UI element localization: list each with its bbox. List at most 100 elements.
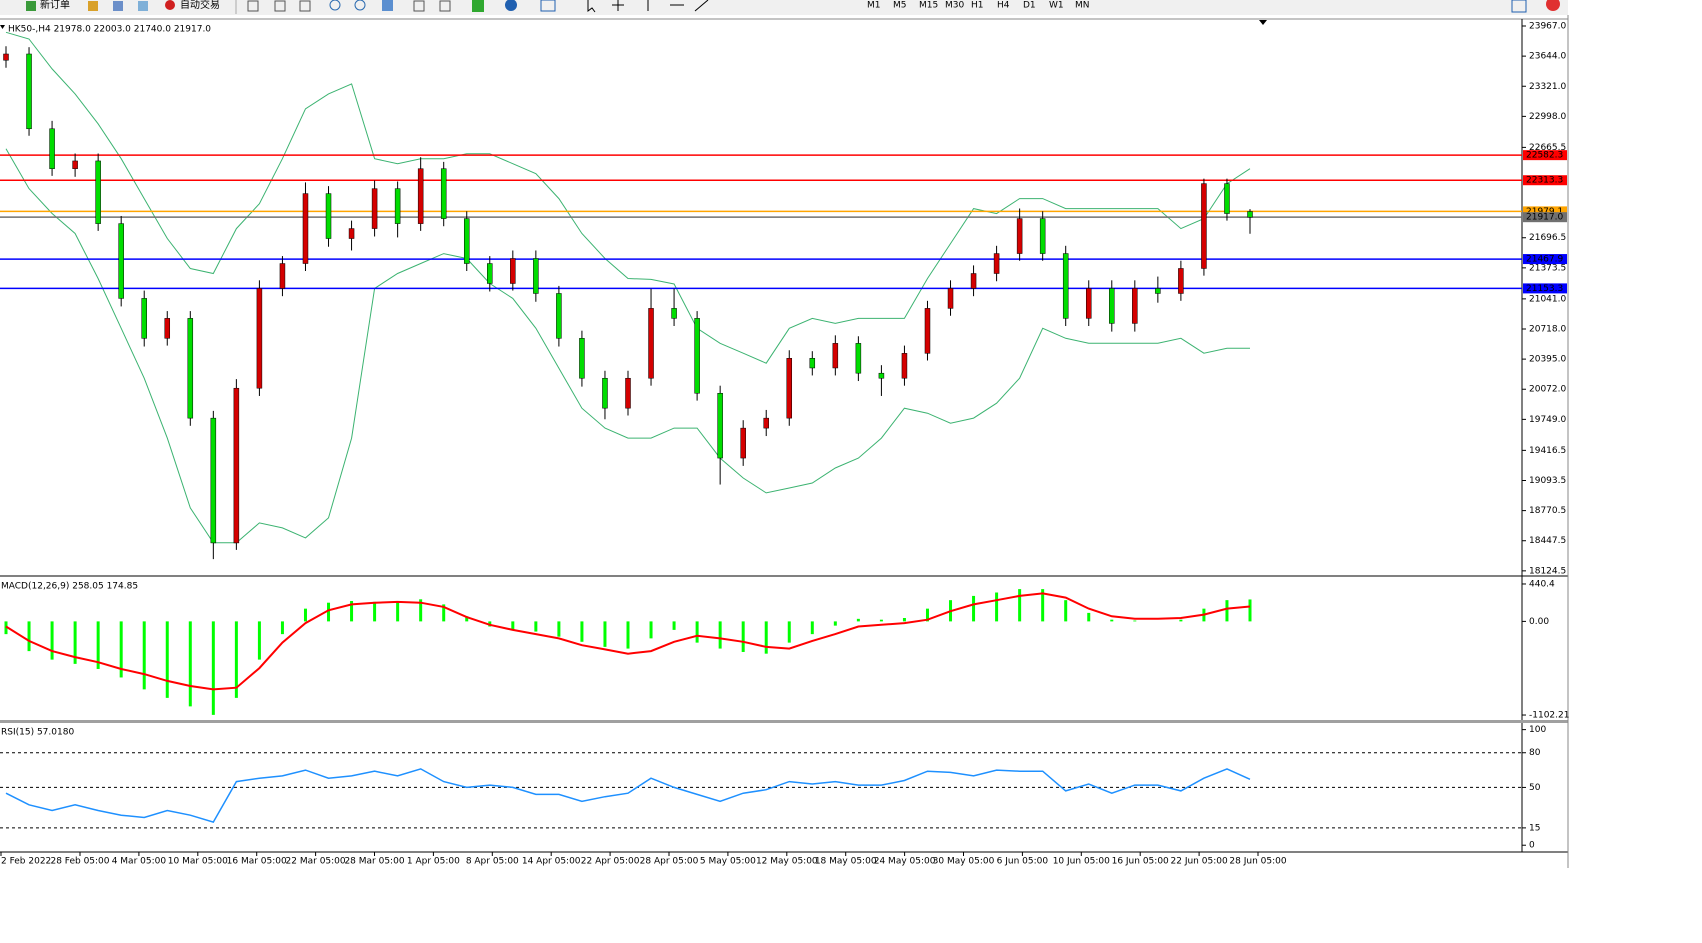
y-tick-label: 23967.0 xyxy=(1529,22,1566,32)
x-tick-label: 16 Mar 05:00 xyxy=(227,857,287,867)
level-label-bg xyxy=(1523,175,1567,186)
notification[interactable] xyxy=(1546,0,1560,11)
zoom-out[interactable] xyxy=(354,0,366,11)
candle-body xyxy=(49,128,55,169)
timeframe-button[interactable]: W1 xyxy=(1049,1,1064,11)
search[interactable] xyxy=(1511,0,1527,13)
candle-body xyxy=(3,53,9,61)
timeframe-button[interactable]: H1 xyxy=(971,1,984,11)
tool-icon[interactable] xyxy=(413,0,425,12)
y-tick-label: 20718.0 xyxy=(1529,324,1566,334)
y-tick-label: 23321.0 xyxy=(1529,82,1566,92)
x-tick-label: 18 May 05:00 xyxy=(815,857,877,867)
macd-signal-line xyxy=(5,592,1251,691)
y-tick-label: 440.4 xyxy=(1529,579,1555,589)
new-order-button[interactable]: 新订单 xyxy=(40,0,70,11)
y-tick-label: 80 xyxy=(1529,748,1541,758)
candle-body xyxy=(210,417,217,544)
candle-body xyxy=(1224,183,1230,214)
candle-body xyxy=(256,288,263,389)
level-label: 21979.1 xyxy=(1526,207,1563,217)
candle-body xyxy=(625,377,631,409)
periods[interactable] xyxy=(505,0,517,11)
templates[interactable] xyxy=(540,0,556,12)
crosshair-tool[interactable] xyxy=(612,0,624,11)
tool-icon[interactable] xyxy=(138,1,148,11)
bollinger-band xyxy=(5,31,1251,364)
tool-icon[interactable] xyxy=(247,0,259,12)
candle-body xyxy=(671,308,677,319)
x-tick-label: 14 Apr 05:00 xyxy=(522,857,581,867)
candle-body xyxy=(487,263,493,284)
level-label: 21153.3 xyxy=(1526,284,1563,294)
candle-body xyxy=(556,293,562,339)
candle-body xyxy=(510,258,516,284)
candle-body xyxy=(141,298,147,339)
y-tick-label: 22665.5 xyxy=(1529,143,1566,153)
timeframe-button[interactable]: M1 xyxy=(867,1,881,11)
y-tick-label: 18447.5 xyxy=(1529,536,1566,546)
candle-body xyxy=(463,218,470,264)
panel-separator xyxy=(0,720,1568,723)
panel-title: MACD(12,26,9) 258.05 174.85 xyxy=(1,582,138,592)
tool-icon[interactable] xyxy=(88,1,98,11)
candle-body xyxy=(602,377,608,409)
level-label-bg xyxy=(1523,212,1567,223)
candle-body xyxy=(164,318,171,339)
x-tick-label: 8 Apr 05:00 xyxy=(466,857,519,867)
y-tick-label: 100 xyxy=(1529,725,1546,735)
x-tick-label: 28 Apr 05:00 xyxy=(640,857,699,867)
line-tools[interactable] xyxy=(647,0,709,12)
timeframe-button[interactable]: MN xyxy=(1075,1,1090,11)
tool-icon[interactable] xyxy=(299,0,311,12)
y-tick-label: 19749.0 xyxy=(1529,415,1566,425)
candle-body xyxy=(1016,218,1023,254)
y-tick-label: 50 xyxy=(1529,783,1541,793)
x-tick-label: 28 Jun 05:00 xyxy=(1229,857,1286,867)
candle-body xyxy=(947,288,954,309)
candle-body xyxy=(325,193,332,239)
auto-trading-button[interactable]: 自动交易 xyxy=(180,0,220,11)
timeframe-button[interactable]: H4 xyxy=(997,1,1010,11)
tool-icon[interactable] xyxy=(439,0,451,12)
candle-body xyxy=(924,308,931,354)
y-tick-label: 20072.0 xyxy=(1529,385,1566,395)
y-tick-label: -1102.21 xyxy=(1529,711,1569,721)
candle-body xyxy=(1039,218,1046,254)
candle-body xyxy=(809,358,816,369)
level-label-bg xyxy=(1523,254,1567,265)
level-label: 21467.9 xyxy=(1526,255,1563,265)
timeframe-button[interactable]: D1 xyxy=(1023,1,1036,11)
y-tick-label: 0.00 xyxy=(1529,617,1549,627)
level-label: 22582.3 xyxy=(1526,151,1563,161)
candle-body xyxy=(72,160,78,169)
timeframes: M1 M5 M15 M30 H1 H4 D1 W1 MN xyxy=(867,1,1090,11)
timeframe-button[interactable]: M5 xyxy=(893,1,907,11)
zoom-in[interactable] xyxy=(329,0,341,11)
x-tick-label: 28 Feb 05:00 xyxy=(50,857,109,867)
tool-icon[interactable] xyxy=(274,0,286,12)
candle-body xyxy=(1085,288,1092,319)
indicators[interactable] xyxy=(472,0,484,12)
timeframe-button[interactable]: M30 xyxy=(945,1,964,11)
auto-trading-icon xyxy=(165,0,175,10)
timeframe-button[interactable]: M15 xyxy=(919,1,938,11)
x-tick-label: 10 Mar 05:00 xyxy=(168,857,228,867)
candle-body xyxy=(855,343,862,374)
tile-windows[interactable] xyxy=(382,0,393,11)
cursor-tool[interactable] xyxy=(587,0,596,13)
candle-body xyxy=(717,392,723,459)
y-tick-label: 18124.5 xyxy=(1529,566,1566,576)
candle-body xyxy=(1201,183,1207,269)
candle-body xyxy=(233,387,240,544)
rsi-line xyxy=(5,768,1251,823)
shift-marker xyxy=(1259,20,1267,25)
tool-icon[interactable] xyxy=(113,1,123,11)
x-tick-label: 22 Jun 05:00 xyxy=(1171,857,1228,867)
candle-body xyxy=(371,188,378,229)
candle-body xyxy=(187,318,194,419)
x-tick-label: 5 May 05:00 xyxy=(700,857,756,867)
x-tick-label: 28 Mar 05:00 xyxy=(344,857,404,867)
